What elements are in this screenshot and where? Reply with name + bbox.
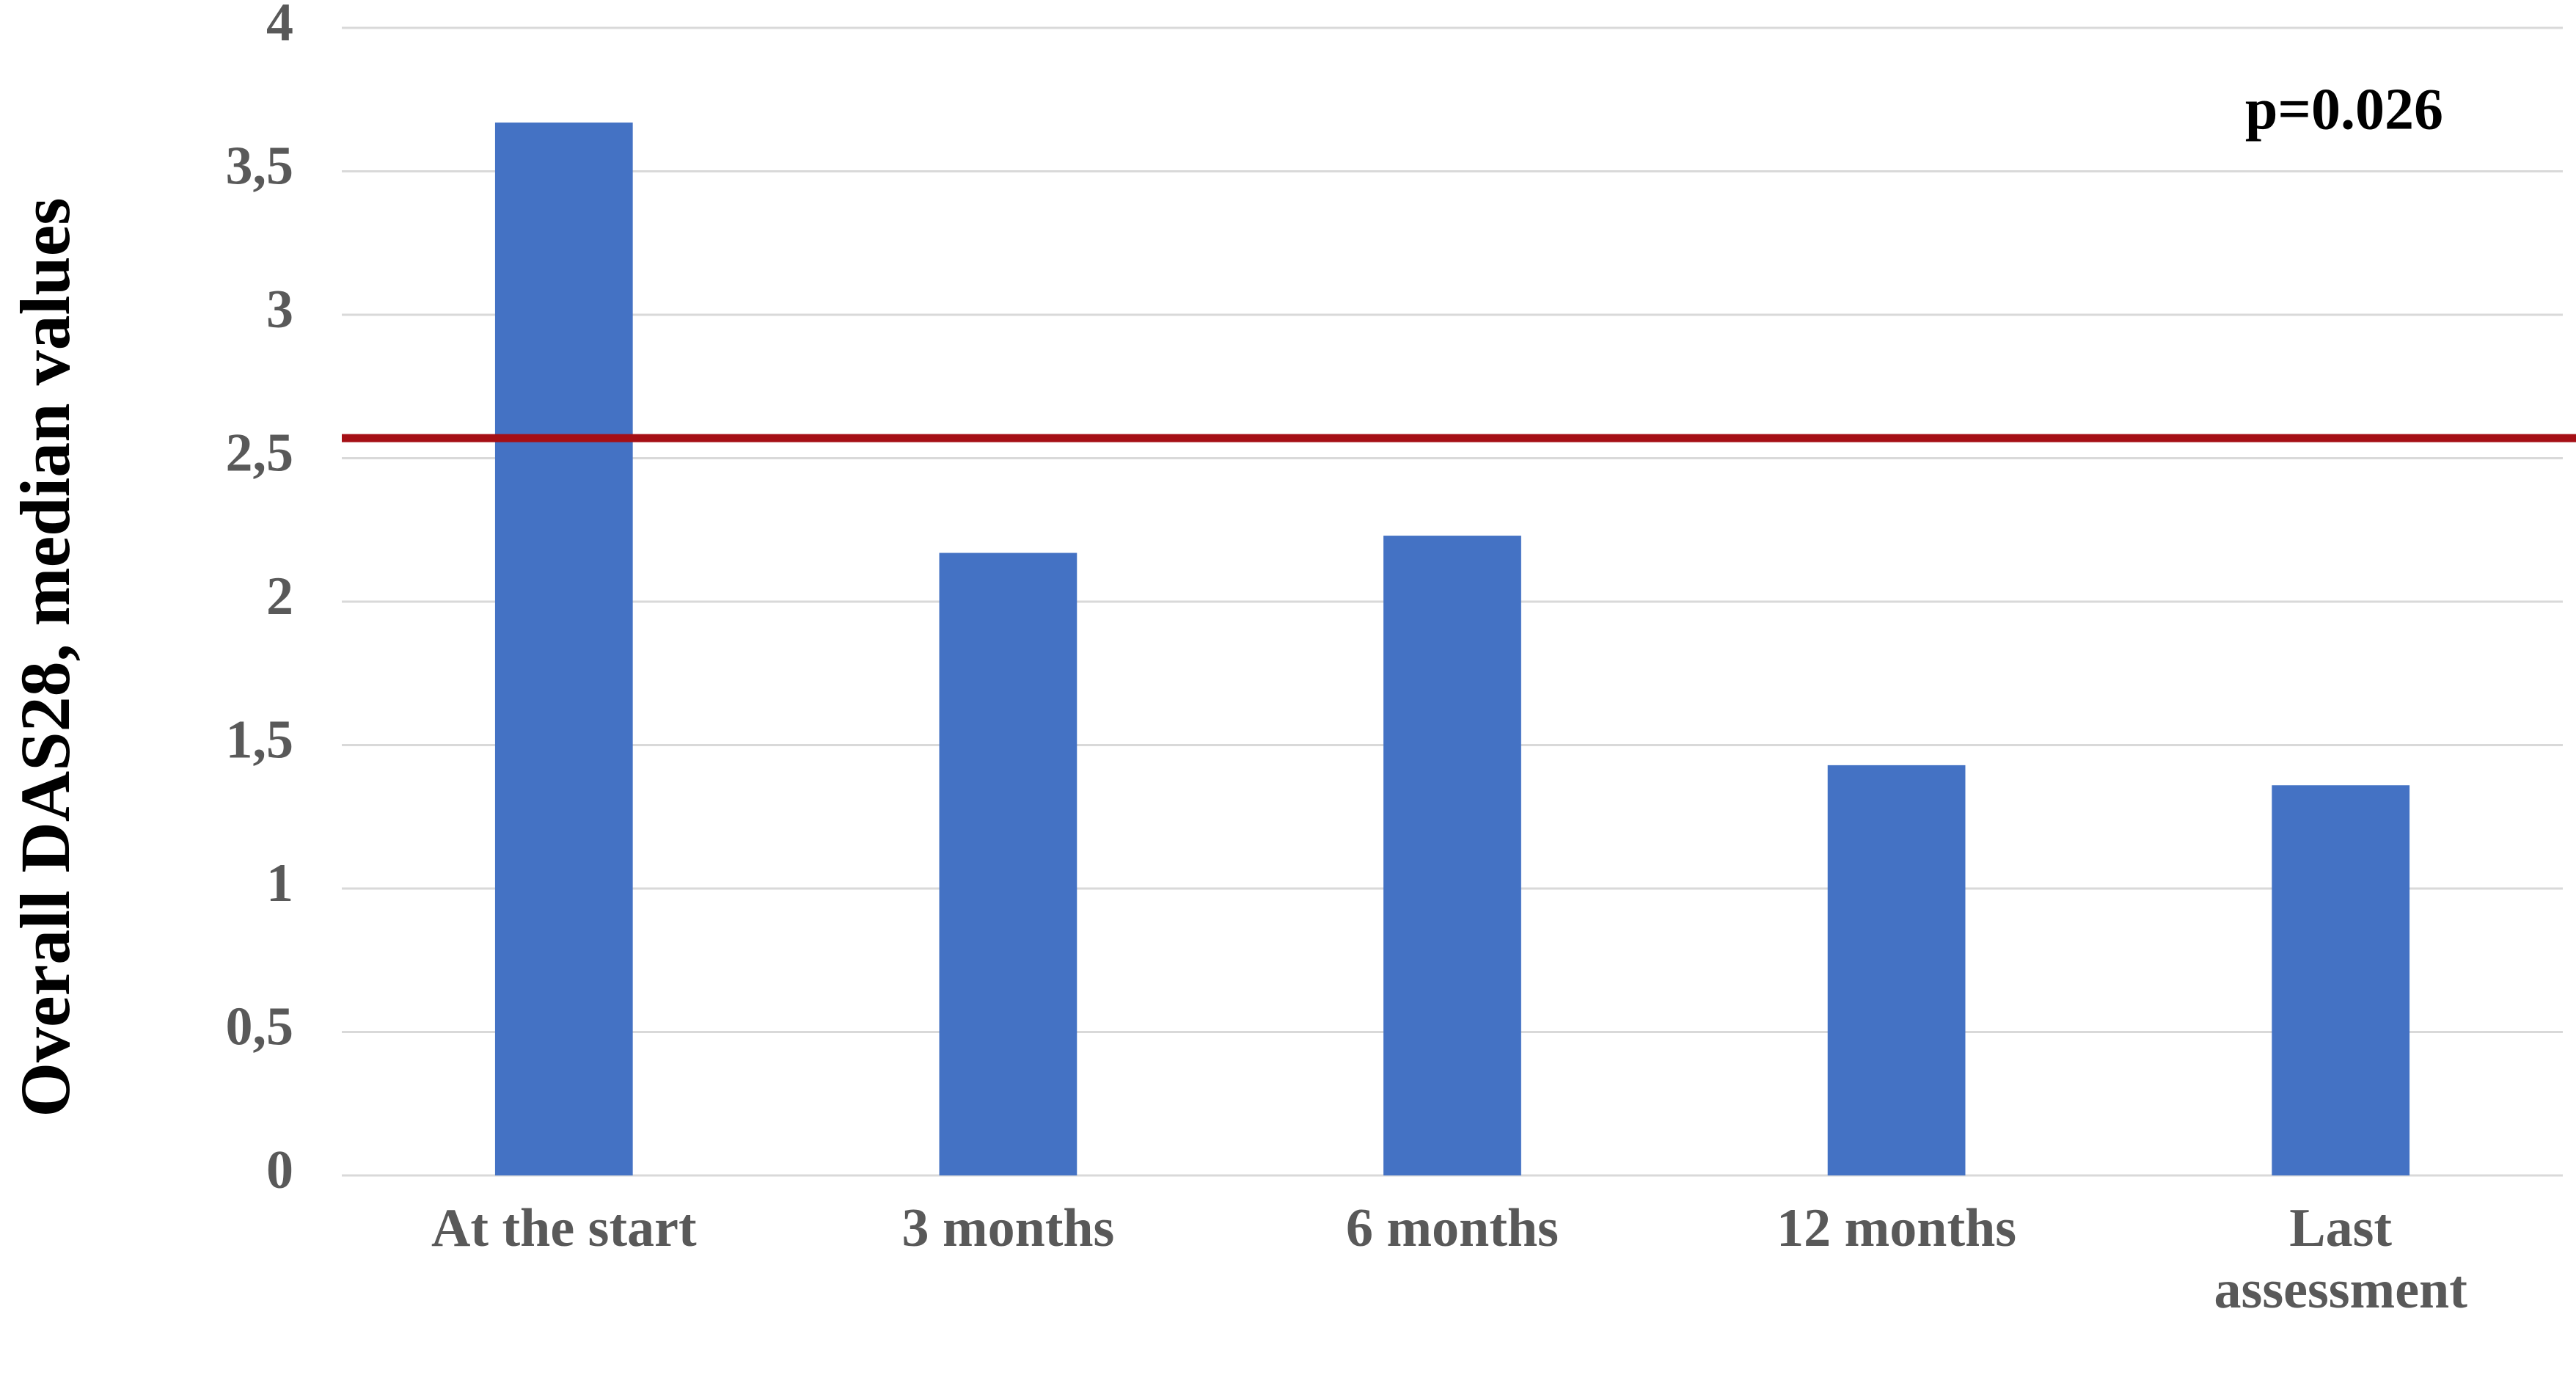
x-tick-label: 6 months [1346, 1198, 1559, 1258]
y-axis-title: Overall DAS28, median values [6, 197, 84, 1117]
y-tick-label: 1 [266, 853, 293, 913]
y-tick-label: 2,5 [226, 423, 294, 483]
annotation: p=0.026 [2245, 77, 2443, 142]
x-tick-label: 3 months [901, 1198, 1115, 1258]
bar [2272, 785, 2410, 1175]
y-tick-label: 0 [266, 1140, 293, 1200]
y-tick-label: 1,5 [226, 710, 294, 770]
x-tick-label: 12 months [1777, 1198, 2017, 1258]
y-tick-label: 3 [266, 280, 293, 340]
bar [1827, 765, 1966, 1175]
bar [939, 552, 1077, 1175]
y-tick-label: 0,5 [226, 996, 294, 1057]
x-tick-label: At the start [431, 1198, 697, 1258]
bar [494, 123, 633, 1175]
y-tick-label: 4 [266, 0, 293, 53]
x-tick-label: Last assessment [2214, 1198, 2467, 1320]
y-tick-label: 2 [266, 566, 293, 627]
bar [1383, 536, 1521, 1175]
y-tick-label: 3,5 [226, 136, 294, 196]
